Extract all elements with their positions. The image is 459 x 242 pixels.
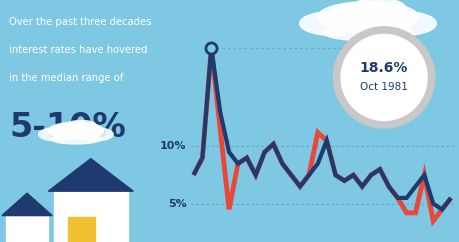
Polygon shape <box>48 159 133 191</box>
Text: 5-10%: 5-10% <box>9 111 126 144</box>
Bar <box>67 217 95 242</box>
Text: 10%: 10% <box>160 141 186 151</box>
Text: Over the past three decades: Over the past three decades <box>9 17 151 27</box>
Text: in the median range of: in the median range of <box>9 73 123 83</box>
Text: 18.6%: 18.6% <box>359 61 408 75</box>
Text: Oct 1981: Oct 1981 <box>359 82 407 92</box>
Text: interest rates have hovered: interest rates have hovered <box>9 45 147 55</box>
Polygon shape <box>2 193 52 216</box>
Bar <box>6 216 48 242</box>
Text: 5%: 5% <box>168 199 186 209</box>
Bar <box>54 191 127 242</box>
